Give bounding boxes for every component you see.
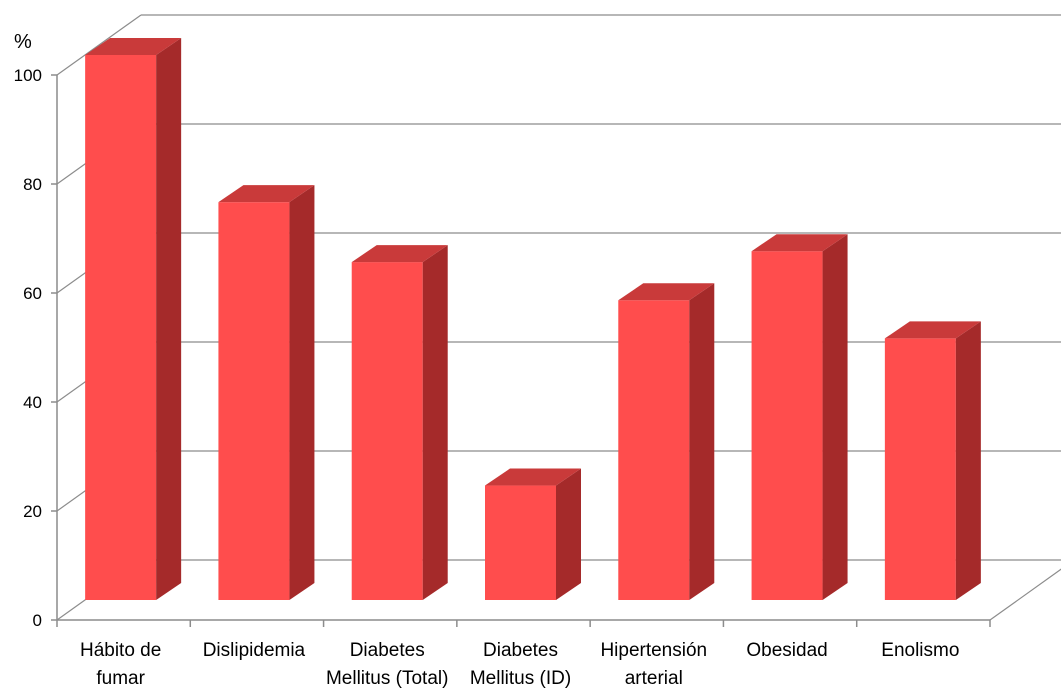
x-category-label: Diabetes Mellitus (Total) bbox=[326, 640, 448, 689]
bar-top bbox=[218, 185, 315, 203]
bar-front bbox=[218, 202, 290, 600]
bar-front bbox=[85, 55, 157, 600]
bar-top bbox=[884, 321, 981, 339]
bar bbox=[751, 234, 848, 600]
bar-front bbox=[751, 251, 823, 600]
bar bbox=[618, 283, 715, 600]
bar-front bbox=[618, 300, 690, 600]
y-tick-label: 20 bbox=[23, 502, 42, 521]
y-tick-label: 80 bbox=[23, 175, 42, 194]
y-tick-label: 0 bbox=[33, 611, 42, 630]
bar-front bbox=[884, 338, 956, 600]
x-category-label: Dislipidemia bbox=[203, 640, 306, 661]
bar-front bbox=[485, 485, 556, 600]
bar bbox=[884, 321, 981, 600]
x-category-label: Hábito de fumar bbox=[80, 640, 161, 689]
bar bbox=[485, 468, 581, 600]
x-category-label: Diabetes Mellitus (ID) bbox=[470, 640, 571, 689]
bar-top bbox=[751, 234, 848, 252]
bars bbox=[85, 38, 981, 600]
bar-side bbox=[689, 283, 715, 600]
labels: 0 20 40 60 80 100% Hábito de fumar Dislipidemia D… bbox=[14, 31, 960, 689]
bar-side bbox=[422, 245, 448, 600]
bar-side bbox=[955, 321, 981, 600]
bar bbox=[351, 245, 448, 600]
bar-top bbox=[351, 245, 448, 263]
bar bbox=[85, 38, 182, 600]
bar-side bbox=[289, 185, 315, 600]
bar-side bbox=[156, 38, 182, 600]
gridline-diagonal bbox=[56, 14, 142, 76]
y-tick-label: 40 bbox=[23, 393, 42, 412]
bar bbox=[218, 185, 315, 600]
floor-edge bbox=[989, 568, 1061, 621]
y-axis-unit-label: % bbox=[14, 31, 32, 53]
y-tick-label: 100 bbox=[14, 66, 42, 85]
bar-top bbox=[85, 38, 182, 55]
bar-top bbox=[618, 283, 715, 301]
x-category-label: Obesidad bbox=[746, 640, 827, 661]
bar-front bbox=[351, 262, 423, 600]
bar-side bbox=[556, 468, 581, 600]
x-category-label: Hipertensión arterial bbox=[600, 640, 707, 689]
y-tick-label: 60 bbox=[23, 284, 42, 303]
bar-top bbox=[485, 468, 581, 486]
axes bbox=[51, 74, 1061, 627]
bar-side bbox=[822, 234, 848, 600]
x-category-label: Enolismo bbox=[881, 640, 959, 661]
